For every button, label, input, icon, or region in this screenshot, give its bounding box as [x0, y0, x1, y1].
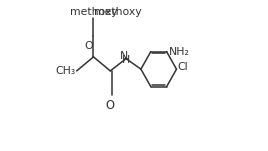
Text: methoxy: methoxy — [94, 7, 142, 17]
Text: CH₃: CH₃ — [55, 66, 75, 76]
Text: methoxy: methoxy — [70, 7, 117, 17]
Text: O: O — [84, 41, 93, 51]
Text: N: N — [120, 51, 128, 61]
Text: NH₂: NH₂ — [169, 47, 189, 57]
Text: H: H — [121, 55, 130, 65]
Text: O: O — [106, 99, 115, 112]
Text: Cl: Cl — [178, 61, 188, 72]
